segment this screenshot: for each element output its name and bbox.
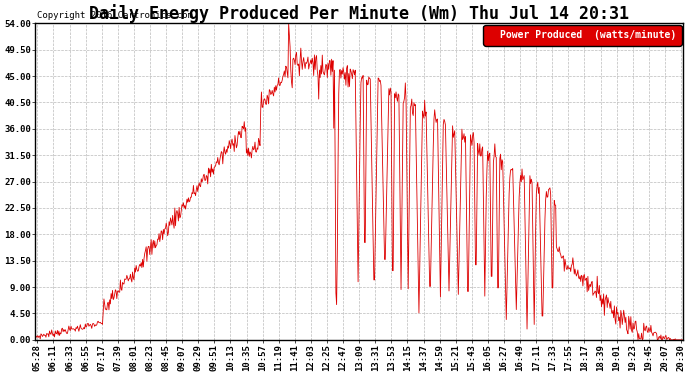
Title: Daily Energy Produced Per Minute (Wm) Thu Jul 14 20:31: Daily Energy Produced Per Minute (Wm) Th… [89, 4, 629, 23]
Text: Copyright 2016 Cartronics.com: Copyright 2016 Cartronics.com [37, 11, 193, 20]
Legend: Power Produced  (watts/minute): Power Produced (watts/minute) [483, 25, 682, 46]
